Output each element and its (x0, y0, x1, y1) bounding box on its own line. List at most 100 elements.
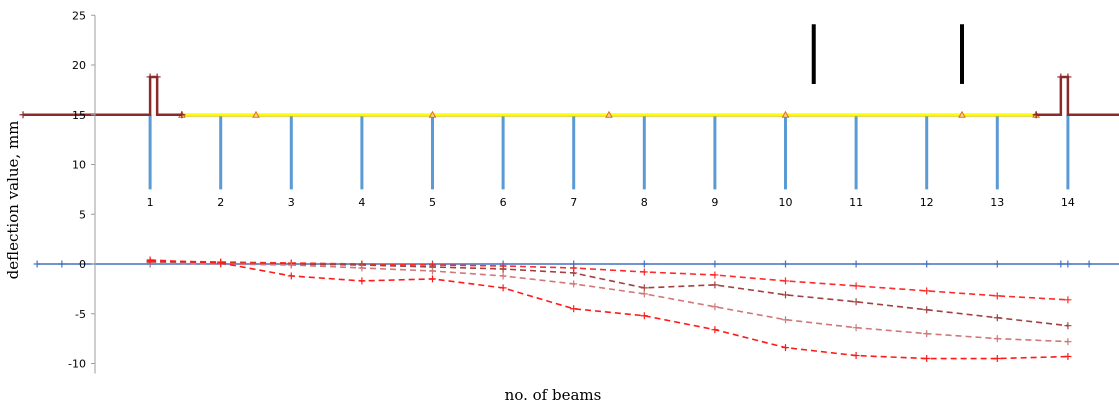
series-point-4 (993, 335, 1001, 343)
y-tick-label: 0 (79, 258, 86, 271)
series-point-1 (923, 260, 931, 268)
beam-label: 3 (288, 196, 295, 209)
series-point-4 (923, 330, 931, 338)
series-point-5 (993, 355, 1001, 363)
series-point-1 (782, 260, 789, 268)
beam-label: 6 (500, 196, 507, 209)
deck-marker (958, 110, 966, 118)
deck-marker (428, 110, 437, 118)
series-point-3 (499, 265, 507, 273)
y-axis-title: deflection value, mm (4, 121, 22, 280)
series-point-5 (217, 259, 225, 267)
beam-label: 1 (147, 196, 154, 209)
series-point-5 (287, 272, 295, 280)
beam-label: 14 (1061, 196, 1075, 209)
series-point-1 (33, 260, 41, 268)
deck-marker (781, 110, 790, 118)
beam-label: 8 (641, 196, 648, 209)
series-point-4 (429, 267, 436, 275)
beam-label: 5 (429, 196, 436, 209)
series-point-1 (1064, 260, 1072, 268)
beam-label: 2 (217, 196, 224, 209)
right-rail-marker (1057, 73, 1065, 81)
series-point-1 (852, 260, 860, 268)
series-point-1 (1085, 260, 1093, 268)
series-point-4 (287, 261, 295, 269)
series-point-4 (1064, 338, 1072, 346)
y-tick-label: 15 (72, 109, 86, 122)
left-rail-marker (178, 111, 186, 119)
y-tick-label: 20 (72, 59, 86, 72)
series-point-4 (358, 264, 366, 272)
right-rail-marker (1064, 73, 1072, 81)
series-point-1 (711, 260, 719, 268)
series-point-5 (923, 355, 931, 363)
series-point-1 (1057, 260, 1065, 268)
y-tick-label: 5 (79, 208, 86, 221)
series-point-5 (358, 277, 366, 285)
series-point-3 (711, 281, 719, 289)
bridge-schematic (19, 24, 1119, 190)
series-point-5 (782, 344, 789, 352)
series-point-4 (711, 303, 719, 311)
series-point-1 (640, 260, 648, 268)
y-tick-label: -10 (68, 358, 86, 371)
left-rail-marker (19, 111, 27, 119)
series-point-5 (570, 305, 578, 313)
series-point-5 (640, 312, 648, 320)
series-point-5 (1064, 353, 1072, 361)
series-point-5 (429, 275, 436, 283)
series-point-2 (640, 268, 648, 276)
y-tick-label: -5 (75, 308, 86, 321)
series-point-3 (782, 291, 789, 299)
deck-marker (252, 110, 260, 118)
series-point-3 (640, 284, 648, 292)
x-axis-title: no. of beams (505, 386, 602, 404)
right-rail-marker (1032, 111, 1040, 119)
series-line-2 (150, 260, 1068, 301)
deck-marker (605, 110, 613, 118)
beam-label: 9 (711, 196, 718, 209)
series-point-3 (852, 298, 860, 306)
y-tick-label: 25 (72, 9, 86, 22)
series-point-5 (499, 284, 507, 292)
series-point-3 (923, 306, 931, 314)
series-point-2 (711, 271, 719, 279)
left-rail (23, 75, 182, 116)
left-rail-marker (153, 73, 161, 81)
y-axis: 25 20 15 10 5 0 -5 -10 (68, 9, 96, 374)
deflection-series (33, 256, 1119, 363)
beam-label: 10 (779, 196, 793, 209)
series-point-5 (146, 256, 154, 264)
series-point-2 (993, 292, 1001, 300)
beam-label: 11 (849, 196, 863, 209)
series-point-1 (993, 260, 1001, 268)
series-point-4 (640, 290, 648, 298)
series-point-2 (1064, 296, 1072, 304)
series-point-3 (1064, 322, 1072, 330)
series-point-4 (499, 272, 507, 280)
series-line-5 (150, 259, 1068, 360)
series-point-2 (782, 277, 789, 285)
left-rail-marker (146, 73, 154, 81)
series-point-5 (852, 352, 860, 360)
beam-label: 7 (570, 196, 577, 209)
right-rail (1036, 75, 1119, 116)
y-tick-label: 10 (72, 159, 86, 172)
series-point-2 (923, 287, 931, 295)
beam-label: 12 (920, 196, 934, 209)
series-point-3 (570, 269, 578, 277)
series-point-4 (852, 324, 860, 332)
series-point-2 (852, 282, 860, 290)
beam-label: 4 (358, 196, 365, 209)
series-point-5 (711, 326, 719, 334)
series-line-3 (150, 261, 1068, 327)
series-point-1 (58, 260, 66, 268)
series-line-4 (150, 262, 1068, 343)
beam-labels: 1 2 3 4 5 6 7 8 9 10 11 12 13 14 (147, 196, 1075, 209)
beam-label: 13 (990, 196, 1004, 209)
series-point-3 (993, 314, 1001, 322)
series-point-4 (570, 280, 578, 288)
series-point-4 (782, 316, 789, 324)
